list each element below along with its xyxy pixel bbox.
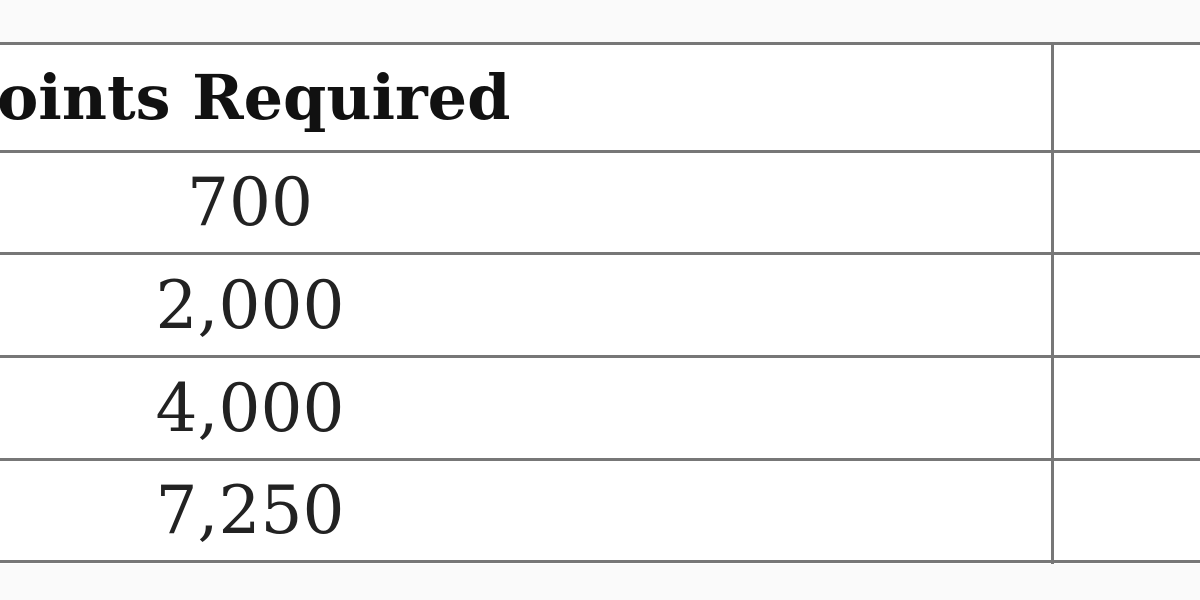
column-divider [1051, 42, 1054, 564]
points-value: 700 [187, 164, 313, 241]
row-divider [0, 355, 1200, 358]
table-border-bottom [0, 560, 1200, 563]
table-border-top [0, 42, 1200, 45]
table-row: 7,250 [0, 461, 1051, 560]
row-divider [0, 150, 1200, 153]
row-divider [0, 458, 1200, 461]
points-value: 4,000 [155, 369, 345, 447]
header-points-required: Points Required [0, 45, 1051, 150]
row-divider [0, 252, 1200, 255]
table-row: 700 [0, 153, 1051, 252]
header-label: Points Required [0, 61, 511, 134]
points-table: Points Required 700 2,000 4,000 7,250 [0, 42, 1200, 564]
points-value: 7,250 [155, 472, 345, 549]
points-value: 2,000 [155, 266, 345, 344]
table-row: 4,000 [0, 358, 1051, 458]
table-row: 2,000 [0, 255, 1051, 355]
